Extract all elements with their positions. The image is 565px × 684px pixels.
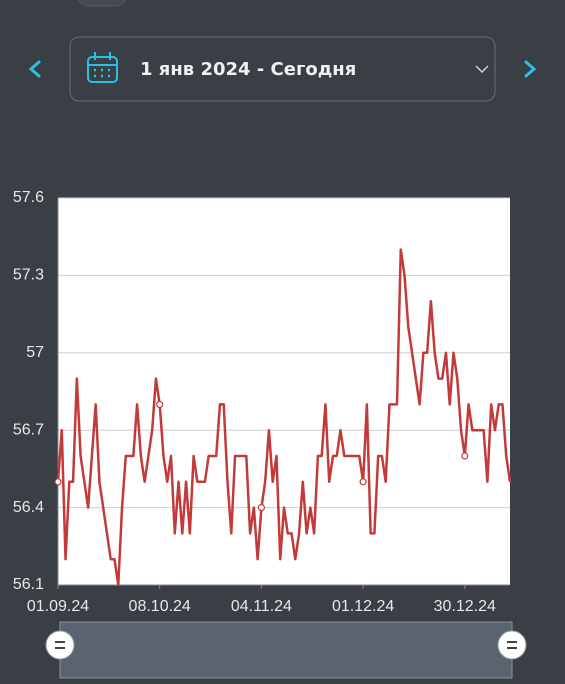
y-tick-label: 57.6 <box>13 189 44 206</box>
calendar-icon <box>87 52 118 83</box>
y-tick-label: 56.7 <box>13 421 44 438</box>
range-slider[interactable] <box>59 621 513 679</box>
point-marker <box>156 400 164 408</box>
date-picker[interactable] <box>69 36 496 102</box>
top-button[interactable] <box>78 0 126 7</box>
y-tick-label: 57 <box>26 344 44 361</box>
x-tick-label: 08.10.24 <box>129 598 191 615</box>
x-tick-label: 04.11.24 <box>231 598 292 615</box>
dropdown-chevron <box>475 65 489 74</box>
point-marker <box>54 478 62 486</box>
slider-handle-left[interactable] <box>45 630 75 660</box>
prev-arrow[interactable] <box>28 60 41 78</box>
y-tick-label: 56.1 <box>13 576 44 593</box>
point-marker <box>461 452 469 460</box>
price-line <box>56 248 512 587</box>
point-marker <box>359 478 367 486</box>
x-tick-label: 01.09.24 <box>27 598 89 615</box>
point-marker <box>257 504 265 512</box>
y-tick-label: 56.4 <box>13 499 44 516</box>
chart: 56.1 56.4 56.7 57 57.3 57.6 01.09.24 08.10.24 04… <box>13 189 512 615</box>
next-arrow[interactable] <box>524 60 537 78</box>
plot-area <box>58 198 510 585</box>
slider-handle-right[interactable] <box>497 630 527 660</box>
x-tick-label: 30.12.24 <box>434 598 496 615</box>
date-range: 1 янв 2024 - Сегодня <box>140 59 356 80</box>
y-tick-label: 57.3 <box>13 267 44 284</box>
x-tick-label: 01.12.24 <box>332 598 394 615</box>
